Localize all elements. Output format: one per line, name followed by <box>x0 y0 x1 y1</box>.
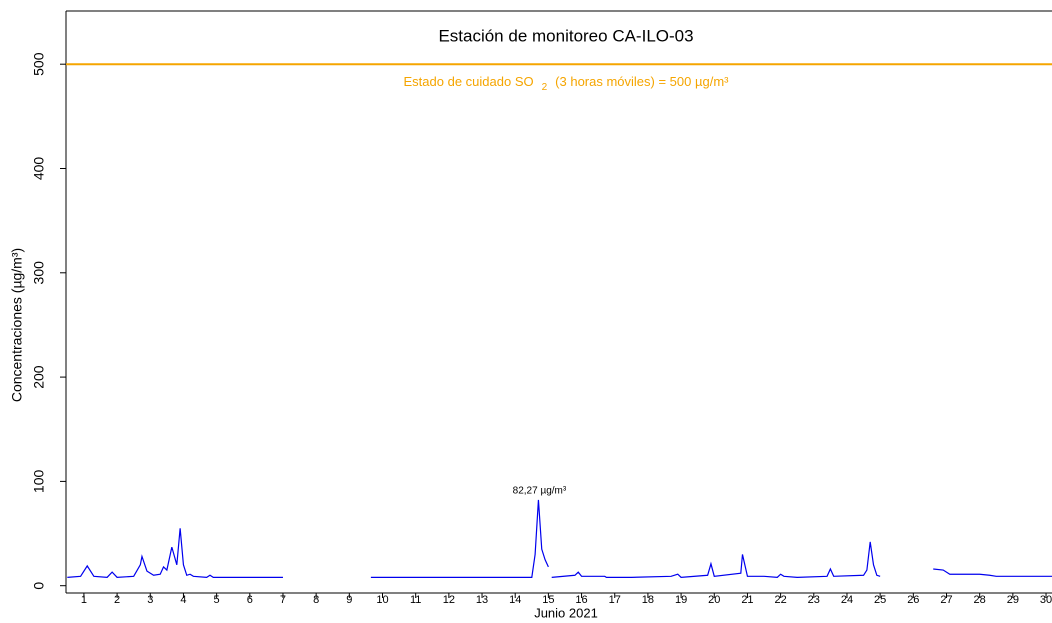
x-tick-label: 10 <box>376 594 388 606</box>
x-tick-label: 28 <box>974 594 986 606</box>
x-tick-label: 5 <box>214 594 220 606</box>
annotation: 82,27 µg/m³ <box>513 486 567 497</box>
reference-label-part: (3 horas móviles) = 500 µg/m³ <box>555 75 729 90</box>
x-tick-label: 4 <box>180 594 186 606</box>
y-axis-label: Concentraciones (µg/m³) <box>9 248 25 402</box>
y-tick-label: 400 <box>31 157 47 181</box>
x-tick-label: 27 <box>940 594 952 606</box>
x-tick-label: 17 <box>609 594 621 606</box>
x-tick-label: 29 <box>1007 594 1019 606</box>
reference-label-part: Estado de cuidado SO <box>404 75 534 90</box>
x-tick-label: 7 <box>280 594 286 606</box>
x-tick-label: 1 <box>81 594 87 606</box>
x-tick-label: 22 <box>774 594 786 606</box>
reference-label-sub: 2 <box>542 82 548 93</box>
x-tick-label: 3 <box>147 594 153 606</box>
y-tick-label: 300 <box>31 261 47 285</box>
x-tick-label: 23 <box>808 594 820 606</box>
x-tick-label: 6 <box>247 594 253 606</box>
x-tick-label: 13 <box>476 594 488 606</box>
x-tick-label: 9 <box>346 594 352 606</box>
x-tick-label: 2 <box>114 594 120 606</box>
y-tick-label: 0 <box>31 582 47 590</box>
chart-title: Estación de monitoreo CA-ILO-03 <box>438 26 693 45</box>
x-tick-label: 11 <box>410 594 421 606</box>
y-tick-label: 500 <box>31 52 47 76</box>
x-axis-label: Junio 2021 <box>534 605 598 620</box>
x-tick-label: 19 <box>675 594 687 606</box>
reference-label: Estado de cuidado SO 2 (3 horas móviles) =… <box>404 75 730 93</box>
x-tick-label: 25 <box>874 594 886 606</box>
x-tick-label: 20 <box>708 594 720 606</box>
x-tick-label: 18 <box>642 594 654 606</box>
x-tick-label: 15 <box>542 594 554 606</box>
x-tick-label: 16 <box>575 594 587 606</box>
x-tick-label: 12 <box>443 594 455 606</box>
y-tick-label: 100 <box>31 470 47 494</box>
x-tick-label: 21 <box>741 594 753 606</box>
x-tick-label: 8 <box>313 594 319 606</box>
x-tick-label: 14 <box>509 594 521 606</box>
x-tick-label: 30 <box>1040 594 1052 606</box>
x-tick-label: 24 <box>841 594 853 606</box>
x-tick-label: 26 <box>907 594 919 606</box>
data-line <box>67 499 1052 578</box>
y-tick-label: 200 <box>31 365 47 389</box>
